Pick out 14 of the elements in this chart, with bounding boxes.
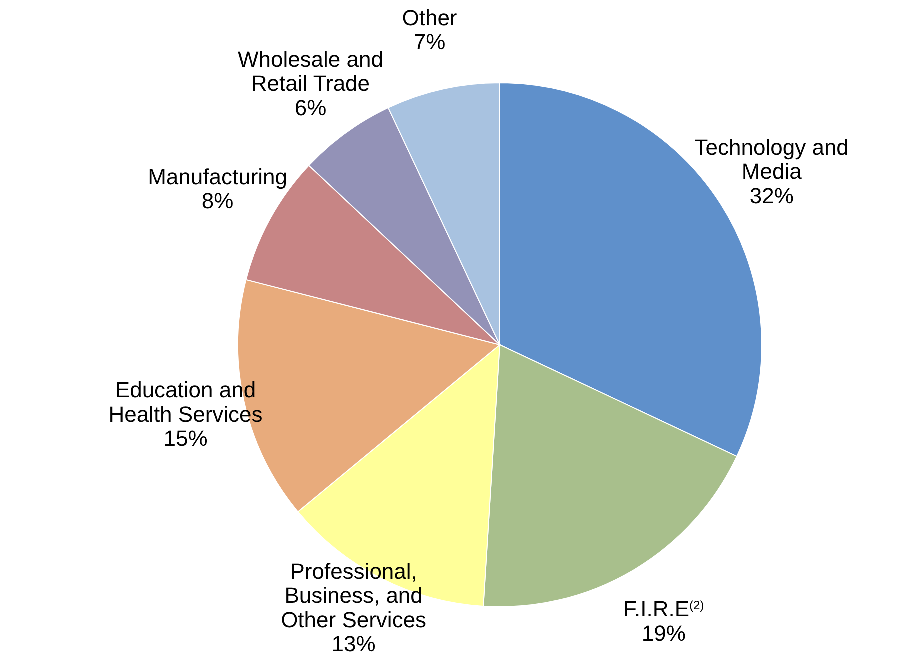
slice-label: Technology and Media <box>694 134 849 184</box>
slice-label: Other <box>402 5 458 30</box>
slice-label: Education and Health Services <box>108 378 263 427</box>
slice-label: F.I.R.E$^{(2)}$ <box>624 596 704 622</box>
data-label: 19% <box>642 620 686 646</box>
slice-label: Manufacturing <box>148 164 288 190</box>
data-label: 32% <box>750 183 794 208</box>
data-label: 7% <box>414 29 446 54</box>
slice-label: Wholesale and Retail Trade <box>238 46 384 96</box>
data-label: 8% <box>202 188 234 214</box>
slice-label: Professional, Business, and Other Services <box>281 558 427 632</box>
data-label: 6% <box>294 95 327 120</box>
data-label: 13% <box>332 632 376 656</box>
data-label: 15% <box>164 426 208 452</box>
